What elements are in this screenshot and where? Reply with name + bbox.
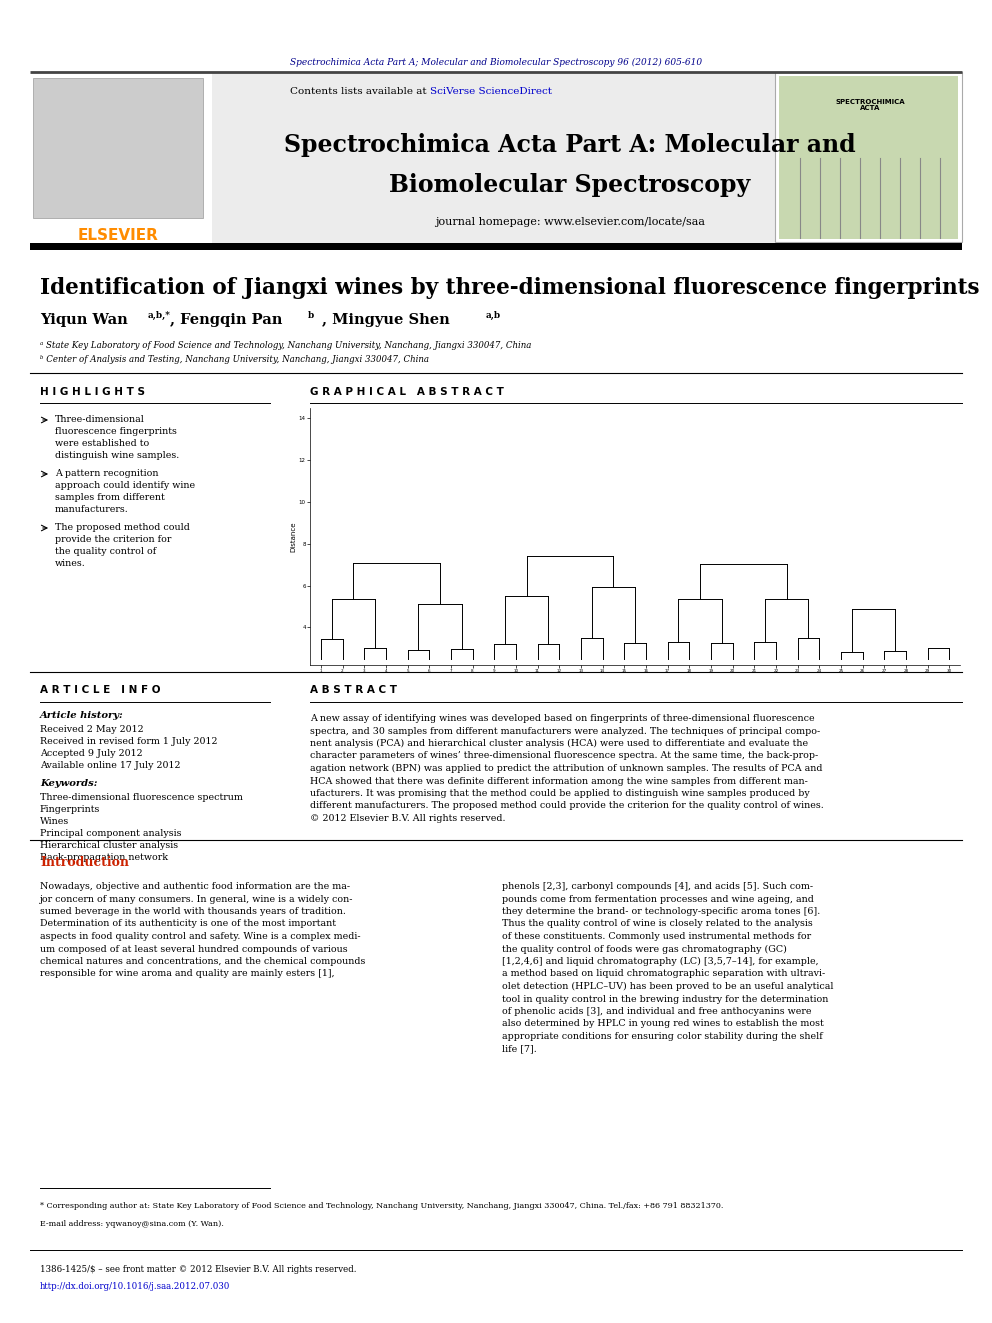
Text: chemical natures and concentrations, and the chemical compounds: chemical natures and concentrations, and… (40, 957, 365, 966)
FancyBboxPatch shape (30, 71, 212, 243)
Text: Three-dimensional: Three-dimensional (55, 415, 145, 425)
Text: of these constituents. Commonly used instrumental methods for: of these constituents. Commonly used ins… (502, 931, 811, 941)
Text: were established to: were established to (55, 439, 149, 448)
Text: Spectrochimica Acta Part A: Molecular and: Spectrochimica Acta Part A: Molecular an… (284, 134, 856, 157)
Text: of phenolic acids [3], and individual and free anthocyanins were: of phenolic acids [3], and individual an… (502, 1007, 811, 1016)
Y-axis label: Distance: Distance (290, 521, 296, 552)
Text: A R T I C L E   I N F O: A R T I C L E I N F O (40, 685, 161, 695)
Text: Nowadays, objective and authentic food information are the ma-: Nowadays, objective and authentic food i… (40, 882, 350, 890)
Text: different manufacturers. The proposed method could provide the criterion for the: different manufacturers. The proposed me… (310, 802, 823, 811)
Text: fluorescence fingerprints: fluorescence fingerprints (55, 427, 177, 437)
Text: approach could identify wine: approach could identify wine (55, 482, 195, 491)
Text: distinguish wine samples.: distinguish wine samples. (55, 451, 180, 460)
Text: ELSEVIER: ELSEVIER (77, 228, 159, 242)
Text: , Mingyue Shen: , Mingyue Shen (322, 314, 449, 327)
Text: 1386-1425/$ – see front matter © 2012 Elsevier B.V. All rights reserved.: 1386-1425/$ – see front matter © 2012 El… (40, 1265, 356, 1274)
Text: Received in revised form 1 July 2012: Received in revised form 1 July 2012 (40, 737, 217, 746)
Text: * Corresponding author at: State Key Laboratory of Food Science and Technology, : * Corresponding author at: State Key Lab… (40, 1203, 723, 1211)
Text: um composed of at least several hundred compounds of various: um composed of at least several hundred … (40, 945, 347, 954)
Text: ᵃ State Key Laboratory of Food Science and Technology, Nanchang University, Nanc: ᵃ State Key Laboratory of Food Science a… (40, 341, 532, 351)
Text: SPECTROCHIMICA
ACTA: SPECTROCHIMICA ACTA (835, 98, 905, 111)
Text: Biomolecular Spectroscopy: Biomolecular Spectroscopy (390, 173, 751, 197)
Text: Wines: Wines (40, 818, 69, 827)
Text: Principal component analysis: Principal component analysis (40, 830, 182, 839)
Text: b: b (308, 311, 314, 319)
Text: A B S T R A C T: A B S T R A C T (310, 685, 397, 695)
Text: Fingerprints: Fingerprints (40, 806, 100, 815)
Text: samples from different: samples from different (55, 493, 165, 503)
Text: a,b,*: a,b,* (148, 311, 171, 320)
Text: Contents lists available at: Contents lists available at (290, 87, 430, 97)
Text: Article history:: Article history: (40, 712, 124, 721)
Text: Received 2 May 2012: Received 2 May 2012 (40, 725, 144, 734)
Text: Hierarchical cluster analysis: Hierarchical cluster analysis (40, 841, 179, 851)
Text: character parameters of wines’ three-dimensional fluorescence spectra. At the sa: character parameters of wines’ three-dim… (310, 751, 818, 761)
Text: [1,2,4,6] and liquid chromatography (LC) [3,5,7–14], for example,: [1,2,4,6] and liquid chromatography (LC)… (502, 957, 818, 966)
Text: the quality control of: the quality control of (55, 548, 157, 557)
Text: http://dx.doi.org/10.1016/j.saa.2012.07.030: http://dx.doi.org/10.1016/j.saa.2012.07.… (40, 1282, 230, 1291)
Text: E-mail address: yqwanoy@sina.com (Y. Wan).: E-mail address: yqwanoy@sina.com (Y. Wan… (40, 1220, 224, 1228)
Text: provide the criterion for: provide the criterion for (55, 536, 172, 545)
Text: spectra, and 30 samples from different manufacturers were analyzed. The techniqu: spectra, and 30 samples from different m… (310, 726, 820, 736)
Text: wines.: wines. (55, 560, 85, 569)
Text: SciVerse ScienceDirect: SciVerse ScienceDirect (430, 87, 552, 97)
Text: Yiqun Wan: Yiqun Wan (40, 314, 128, 327)
Text: pounds come from fermentation processes and wine ageing, and: pounds come from fermentation processes … (502, 894, 813, 904)
Text: Three-dimensional fluorescence spectrum: Three-dimensional fluorescence spectrum (40, 794, 243, 803)
Text: © 2012 Elsevier B.V. All rights reserved.: © 2012 Elsevier B.V. All rights reserved… (310, 814, 506, 823)
Text: Identification of Jiangxi wines by three-dimensional fluorescence fingerprints: Identification of Jiangxi wines by three… (40, 277, 979, 299)
FancyBboxPatch shape (30, 71, 962, 245)
FancyBboxPatch shape (779, 75, 958, 239)
Text: also determined by HPLC in young red wines to establish the most: also determined by HPLC in young red win… (502, 1020, 823, 1028)
Text: ᵇ Center of Analysis and Testing, Nanchang University, Nanchang, Jiangxi 330047,: ᵇ Center of Analysis and Testing, Nancha… (40, 356, 429, 365)
Text: journal homepage: www.elsevier.com/locate/saa: journal homepage: www.elsevier.com/locat… (435, 217, 705, 228)
FancyBboxPatch shape (33, 78, 203, 218)
Text: Accepted 9 July 2012: Accepted 9 July 2012 (40, 750, 143, 758)
Text: Available online 17 July 2012: Available online 17 July 2012 (40, 762, 181, 770)
Text: nent analysis (PCA) and hierarchical cluster analysis (HCA) were used to differe: nent analysis (PCA) and hierarchical clu… (310, 740, 808, 747)
FancyBboxPatch shape (30, 243, 962, 250)
Text: A pattern recognition: A pattern recognition (55, 470, 159, 479)
Text: manufacturers.: manufacturers. (55, 505, 129, 515)
Text: H I G H L I G H T S: H I G H L I G H T S (40, 388, 145, 397)
Text: ufacturers. It was promising that the method could be applied to distinguish win: ufacturers. It was promising that the me… (310, 789, 809, 798)
Text: appropriate conditions for ensuring color stability during the shelf: appropriate conditions for ensuring colo… (502, 1032, 822, 1041)
Text: aspects in food quality control and safety. Wine is a complex medi-: aspects in food quality control and safe… (40, 931, 361, 941)
Text: HCA showed that there was definite different information among the wine samples : HCA showed that there was definite diffe… (310, 777, 807, 786)
Text: they determine the brand- or technology-specific aroma tones [6].: they determine the brand- or technology-… (502, 908, 820, 916)
Text: olet detection (HPLC–UV) has been proved to be an useful analytical: olet detection (HPLC–UV) has been proved… (502, 982, 833, 991)
Text: sumed beverage in the world with thousands years of tradition.: sumed beverage in the world with thousan… (40, 908, 346, 916)
Text: A new assay of identifying wines was developed based on fingerprints of three-di: A new assay of identifying wines was dev… (310, 714, 814, 722)
Text: The proposed method could: The proposed method could (55, 524, 189, 532)
Text: Thus the quality control of wine is closely related to the analysis: Thus the quality control of wine is clos… (502, 919, 812, 929)
Text: , Fengqin Pan: , Fengqin Pan (170, 314, 283, 327)
Text: life [7].: life [7]. (502, 1044, 537, 1053)
FancyBboxPatch shape (775, 71, 962, 242)
Text: Introduction: Introduction (40, 856, 129, 868)
Text: G R A P H I C A L   A B S T R A C T: G R A P H I C A L A B S T R A C T (310, 388, 504, 397)
Text: Keywords:: Keywords: (40, 779, 97, 789)
Text: Back-propagation network: Back-propagation network (40, 853, 168, 863)
Text: tool in quality control in the brewing industry for the determination: tool in quality control in the brewing i… (502, 995, 828, 1004)
Text: responsible for wine aroma and quality are mainly esters [1],: responsible for wine aroma and quality a… (40, 970, 334, 979)
Text: jor concern of many consumers. In general, wine is a widely con-: jor concern of many consumers. In genera… (40, 894, 353, 904)
Text: the quality control of foods were gas chromatography (GC): the quality control of foods were gas ch… (502, 945, 787, 954)
Text: phenols [2,3], carbonyl compounds [4], and acids [5]. Such com-: phenols [2,3], carbonyl compounds [4], a… (502, 882, 813, 890)
Text: Determination of its authenticity is one of the most important: Determination of its authenticity is one… (40, 919, 336, 929)
Text: Spectrochimica Acta Part A; Molecular and Biomolecular Spectroscopy 96 (2012) 60: Spectrochimica Acta Part A; Molecular an… (290, 57, 702, 66)
Text: a method based on liquid chromatographic separation with ultravi-: a method based on liquid chromatographic… (502, 970, 825, 979)
Text: agation network (BPN) was applied to predict the attribution of unknown samples.: agation network (BPN) was applied to pre… (310, 763, 822, 773)
Text: a,b: a,b (486, 311, 501, 320)
